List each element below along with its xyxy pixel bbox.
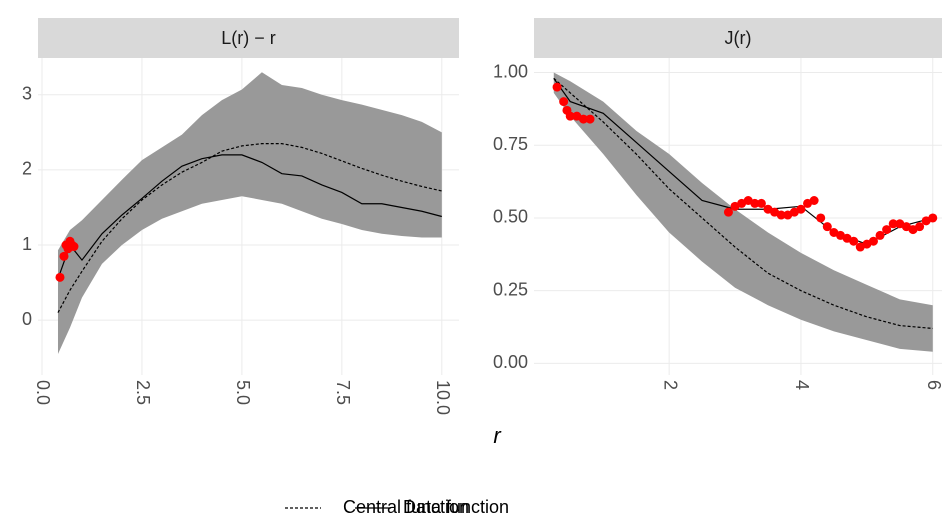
facet-strip xyxy=(38,18,459,58)
envelope xyxy=(57,72,442,354)
outside-point xyxy=(809,196,819,206)
outside-point xyxy=(776,210,786,220)
facet-title: L(r) − r xyxy=(221,28,276,48)
y-tick-label: 1.00 xyxy=(493,61,528,81)
facet-title: J(r) xyxy=(725,28,752,48)
outside-point xyxy=(915,222,925,232)
outside-point xyxy=(565,111,575,121)
data-line xyxy=(57,154,442,280)
outside-point xyxy=(55,272,65,282)
x-tick-label: 0.0 xyxy=(33,380,53,405)
legend-label: Data function xyxy=(403,497,509,517)
facet-strip xyxy=(534,18,942,58)
outside-point xyxy=(585,114,595,124)
central-line xyxy=(57,143,442,313)
panel xyxy=(55,72,442,354)
outside-point xyxy=(849,236,859,246)
outside-point xyxy=(888,219,898,229)
y-tick-label: 1 xyxy=(22,234,32,254)
outside-point xyxy=(559,97,569,107)
outside-point xyxy=(796,204,806,214)
x-tick-label: 4 xyxy=(792,380,812,390)
outside-point xyxy=(928,213,938,223)
outside-point xyxy=(756,198,766,208)
envelope xyxy=(553,72,933,352)
outside-point xyxy=(750,198,760,208)
outside-point xyxy=(816,213,826,223)
outside-point xyxy=(868,236,878,246)
y-tick-label: 2 xyxy=(22,159,32,179)
legend-label: Central function xyxy=(343,497,469,517)
x-tick-label: 5.0 xyxy=(233,380,253,405)
panel xyxy=(552,72,938,352)
x-tick-label: 2 xyxy=(660,380,680,390)
outside-point xyxy=(822,222,832,232)
x-tick-label: 2.5 xyxy=(133,380,153,405)
x-axis-label: r xyxy=(493,423,502,448)
y-tick-label: 0 xyxy=(22,309,32,329)
outside-point xyxy=(882,225,892,235)
outside-point xyxy=(552,82,562,92)
y-tick-label: 0.25 xyxy=(493,279,528,299)
x-tick-label: 6 xyxy=(924,380,942,390)
y-tick-label: 3 xyxy=(22,84,32,104)
outside-point xyxy=(875,230,885,240)
outside-point xyxy=(59,251,69,261)
outside-point xyxy=(723,207,733,217)
y-tick-label: 0.00 xyxy=(493,352,528,372)
y-tick-label: 0.75 xyxy=(493,134,528,154)
outside-point xyxy=(69,242,79,252)
y-tick-label: 0.50 xyxy=(493,207,528,227)
x-tick-label: 7.5 xyxy=(333,380,353,405)
central-line xyxy=(553,77,933,330)
x-tick-label: 10.0 xyxy=(433,380,453,415)
outside-point xyxy=(578,114,588,124)
